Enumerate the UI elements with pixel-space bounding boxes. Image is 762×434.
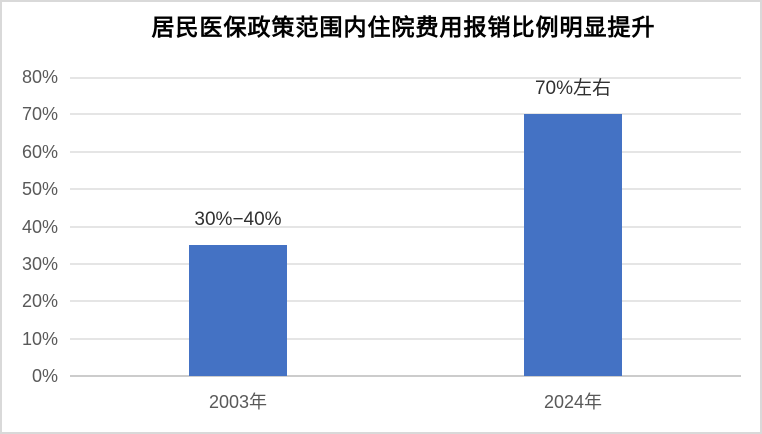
gridline [70,151,741,153]
gridline [70,113,741,115]
y-tick-label: 40% [21,217,58,237]
y-tick-label: 10% [21,329,58,349]
chart-title: 居民医保政策范围内住院费用报销比例明显提升 [151,14,656,40]
gridline [70,300,741,302]
bar [524,114,622,376]
bar-value-label: 30%−40% [194,209,282,230]
y-tick-label: 0% [31,366,58,386]
gridline [70,338,741,340]
y-tick-label: 60% [21,142,58,162]
plot-area: 0% 10% 20% 30% 40% 50% 60% 70% 80% 30%−40% 70%左右 … [22,67,741,412]
bar-value-label: 70%左右 [534,78,612,99]
x-category-label: 2024年 [543,392,603,412]
gridline [70,226,741,228]
gridline [70,188,741,190]
y-tick-label: 70% [21,104,58,124]
y-tick-label: 50% [21,179,58,199]
gridline [70,263,741,265]
y-tick-label: 80% [21,67,58,87]
bar [189,245,287,376]
y-tick-label: 20% [21,291,58,311]
x-axis-line [70,375,741,377]
gridline [70,77,741,79]
x-category-label: 2003年 [208,392,268,412]
y-tick-label: 30% [21,254,58,274]
